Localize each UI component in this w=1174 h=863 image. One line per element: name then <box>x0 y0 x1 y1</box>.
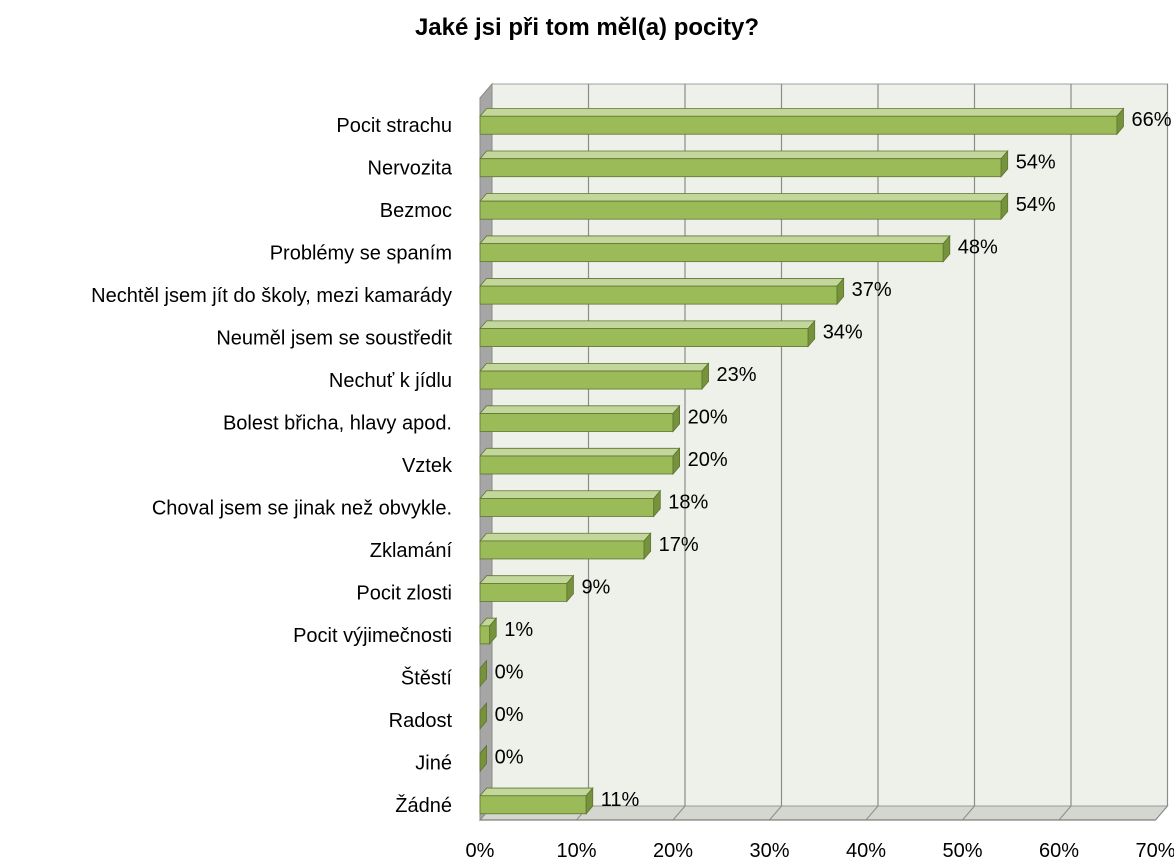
data-label: 66% <box>1132 109 1172 131</box>
category-label: Neuměl jsem se soustředit <box>216 328 452 350</box>
bar-side-face <box>479 659 488 688</box>
category-label: Bolest břicha, hlavy apod. <box>223 413 452 435</box>
category-label: Nechtěl jsem jít do školy, mezi kamarády <box>91 285 452 307</box>
category-label: Nervozita <box>368 158 453 180</box>
bar-side-face <box>672 404 680 433</box>
data-label: 1% <box>504 619 533 641</box>
bar-top-face <box>479 108 1125 117</box>
data-label: 20% <box>688 407 728 429</box>
category-label: Bezmoc <box>380 200 452 222</box>
bar-top-face <box>479 490 662 499</box>
bar-side-face <box>701 362 709 391</box>
bar <box>479 455 674 475</box>
data-label: 54% <box>1016 152 1056 174</box>
bar-top-face <box>479 235 951 245</box>
bar <box>479 795 587 815</box>
bar-side-face <box>1000 149 1009 178</box>
chart-title: Jaké jsi při tom měl(a) pocity? <box>414 14 760 41</box>
x-tick-label: 70% <box>1135 840 1174 862</box>
floor-gridline <box>962 805 975 821</box>
bar-top-face <box>479 278 845 287</box>
bar <box>479 625 491 645</box>
category-label: Radost <box>389 710 453 732</box>
floor-gridline <box>672 805 686 821</box>
category-label: Choval jsem se jinak než obvykle. <box>152 497 452 519</box>
bar-side-face <box>653 489 661 518</box>
floor-gridline <box>1058 805 1072 821</box>
category-label: Štěstí <box>401 666 453 689</box>
data-label: 9% <box>581 576 610 598</box>
bar <box>479 285 838 305</box>
bar <box>479 370 703 390</box>
floor-gridline <box>769 805 782 821</box>
x-tick-label: 20% <box>653 840 693 862</box>
category-label: Pocit strachu <box>336 115 452 137</box>
bar-side-face <box>585 786 594 815</box>
bar-top-face <box>479 787 594 797</box>
x-tick-label: 40% <box>846 840 886 862</box>
data-label: 0% <box>495 661 524 683</box>
bar <box>479 158 1002 178</box>
category-label: Problémy se spaním <box>270 243 452 265</box>
x-tick-label: 50% <box>942 840 982 862</box>
category-label: Zklamání <box>370 540 453 562</box>
data-label: 11% <box>601 789 640 811</box>
bar-side-face <box>1116 107 1124 136</box>
data-label: 23% <box>717 364 757 386</box>
category-label: Pocit zlosti <box>356 582 452 604</box>
bar <box>479 200 1002 220</box>
data-label: 48% <box>958 237 998 259</box>
data-label: 17% <box>659 534 699 556</box>
bar-top-face <box>479 575 575 584</box>
data-label: 0% <box>495 704 524 726</box>
bar <box>479 115 1118 135</box>
bar-side-face <box>836 277 845 306</box>
x-tick-label: 0% <box>466 840 495 862</box>
bar-side-face <box>489 617 497 645</box>
x-tick-label: 30% <box>749 840 789 862</box>
bar-top-face <box>479 532 652 542</box>
bar <box>479 243 944 263</box>
data-label: 0% <box>495 746 524 768</box>
category-label: Pocit výjimečnosti <box>293 625 452 647</box>
bar <box>479 498 655 517</box>
bar-side-face <box>807 319 816 348</box>
data-label: 34% <box>823 322 863 344</box>
floor-gridline <box>1155 805 1168 821</box>
data-label: 54% <box>1016 194 1056 216</box>
bar-top-face <box>479 150 1009 160</box>
bar-side-face <box>942 234 951 263</box>
category-label: Žádné <box>395 794 452 817</box>
bar <box>479 413 674 432</box>
bar-side-face <box>643 532 652 561</box>
bar-top-face <box>479 405 681 414</box>
floor-gridline <box>865 805 879 821</box>
bar-top-face <box>479 362 710 372</box>
x-tick-label: 10% <box>556 840 596 862</box>
bar-side-face <box>479 702 488 730</box>
plot-back-wall <box>491 83 1168 807</box>
bar-top-face <box>479 447 681 457</box>
bar <box>479 583 568 602</box>
bar-side-face <box>566 574 574 603</box>
category-label: Vztek <box>402 455 453 477</box>
data-label: 18% <box>668 491 708 513</box>
x-tick-label: 60% <box>1039 840 1079 862</box>
bar <box>479 328 809 347</box>
bar-top-face <box>479 193 1009 202</box>
bar-side-face <box>672 447 680 476</box>
data-label: 37% <box>852 279 892 301</box>
bar-side-face <box>479 744 488 773</box>
bar-side-face <box>1000 192 1009 221</box>
bar-top-face <box>479 320 816 329</box>
data-label: 20% <box>688 449 728 471</box>
bar <box>479 540 645 560</box>
category-label: Nechuť k jídlu <box>329 370 452 392</box>
category-label: Jiné <box>415 752 452 774</box>
